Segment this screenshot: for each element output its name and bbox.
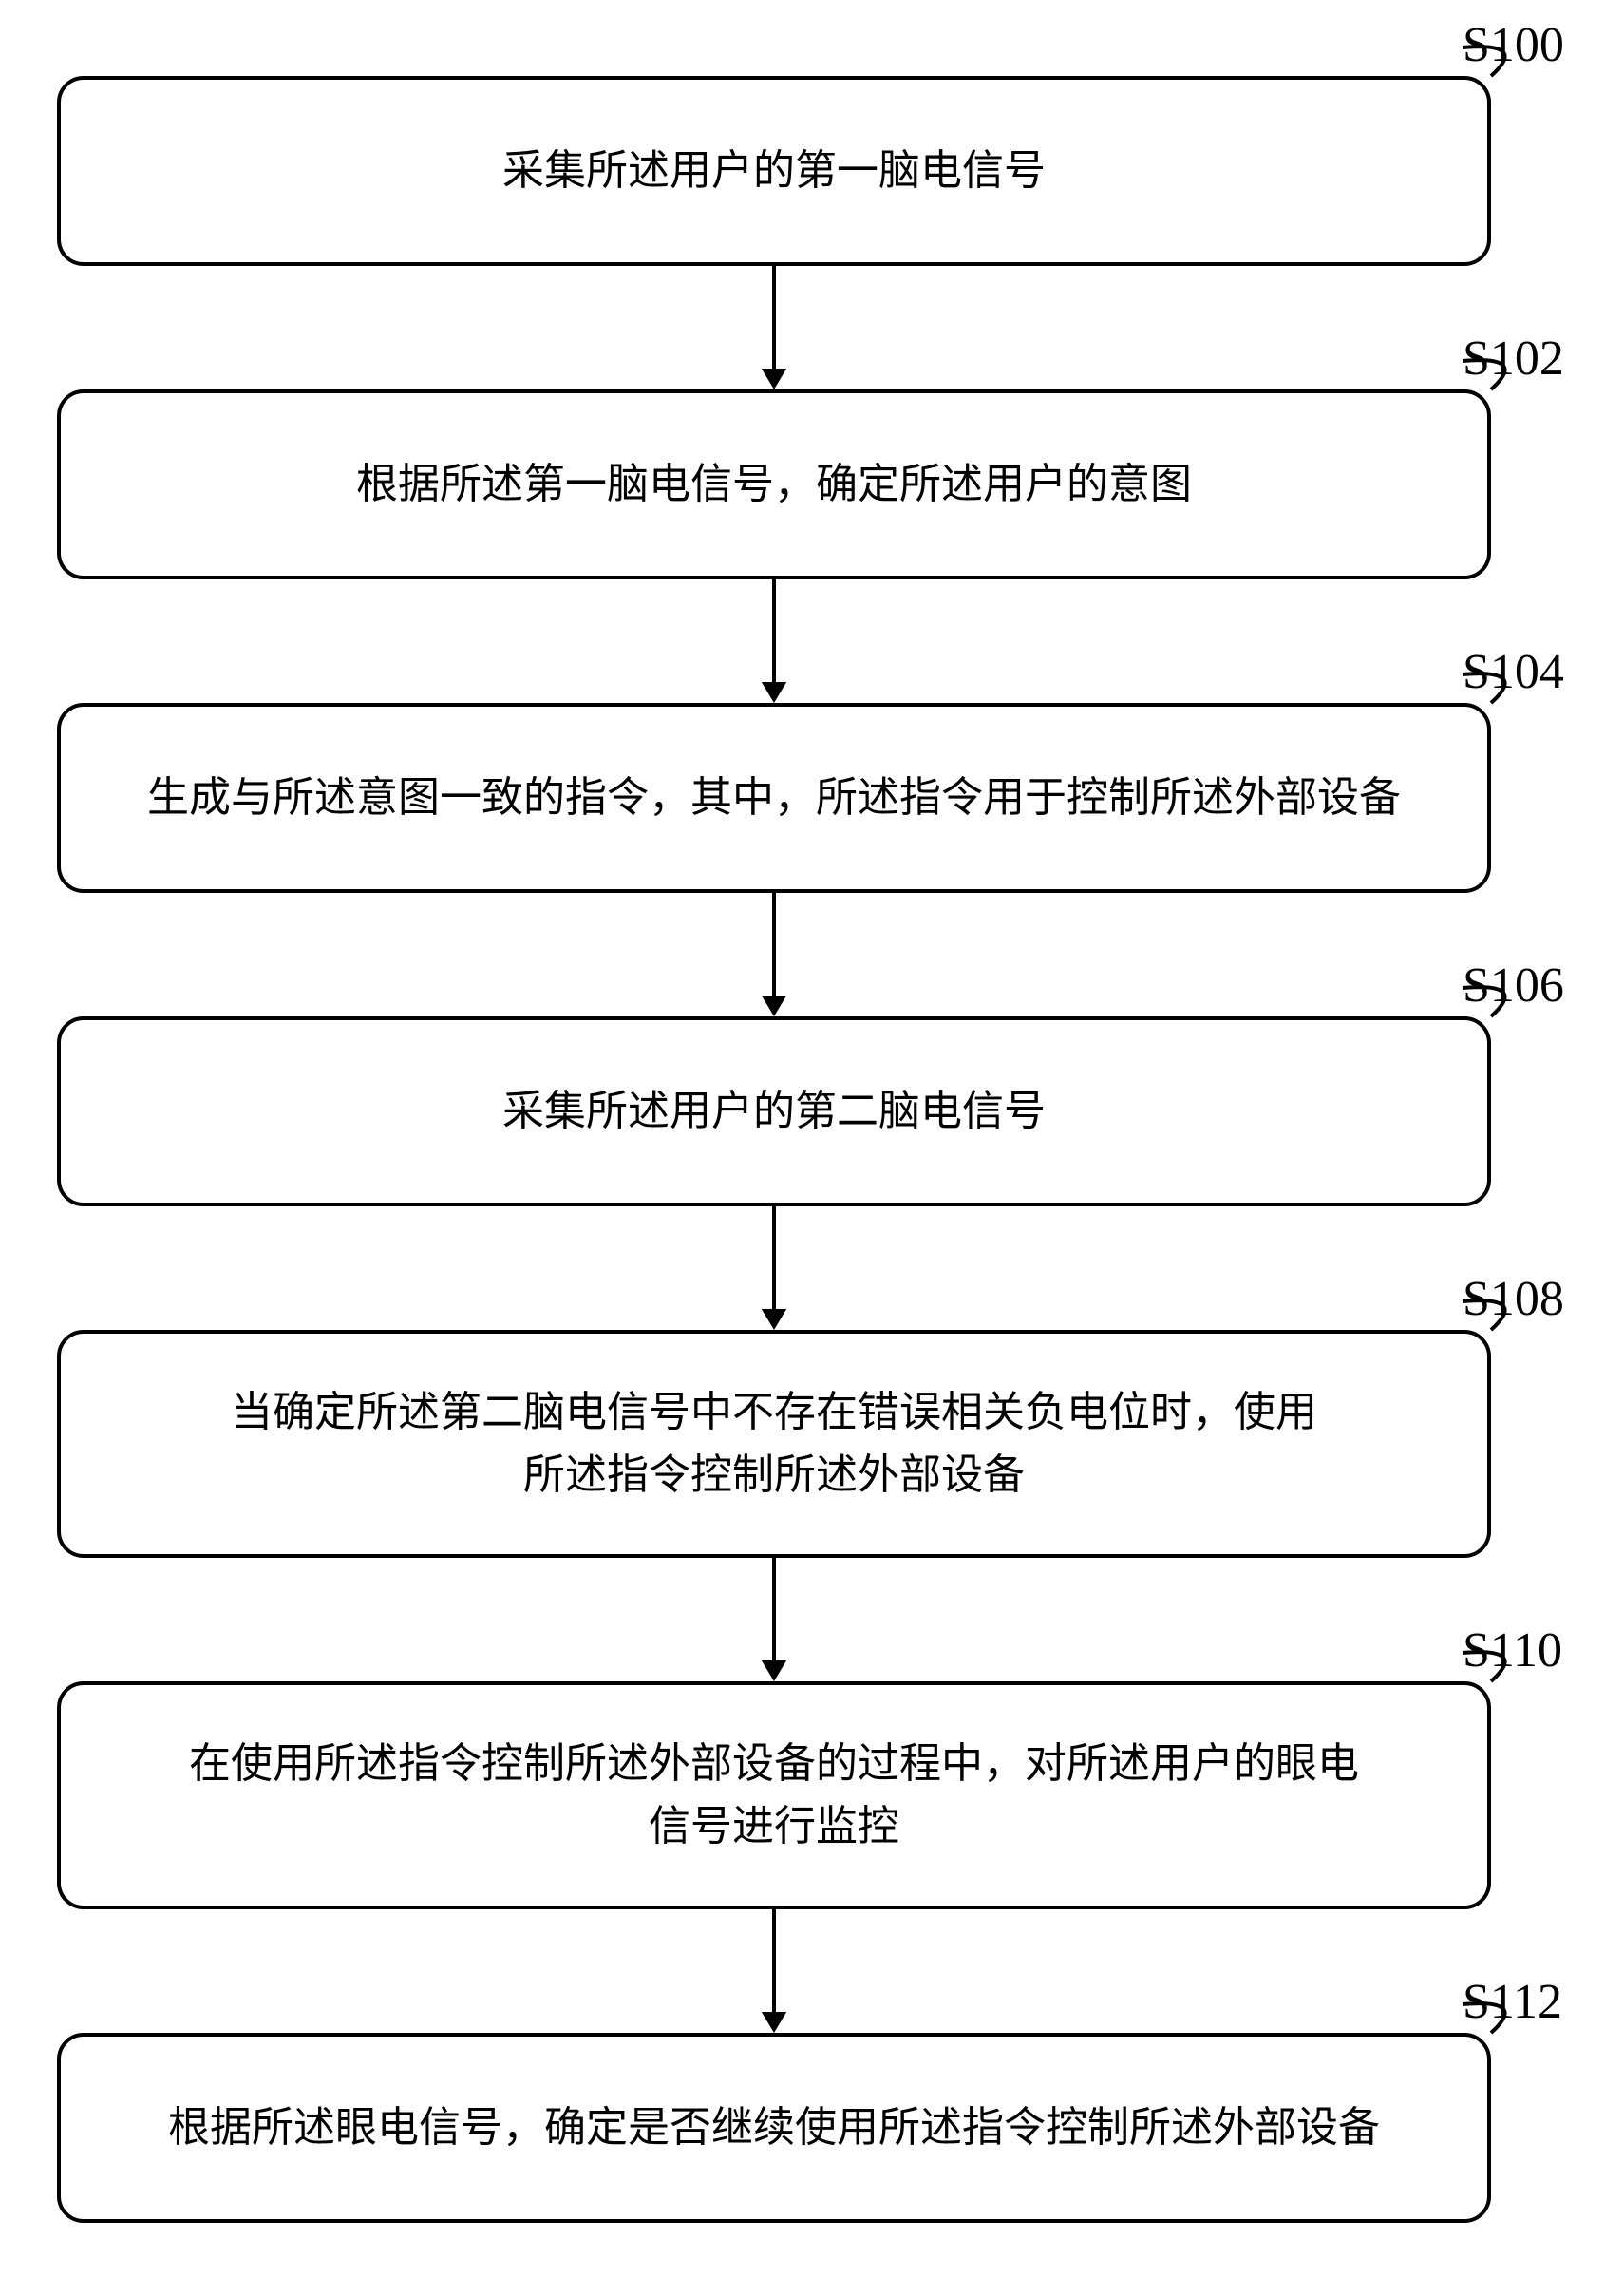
flow-node-text: 生成与所述意图一致的指令，其中，所述指令用于控制所述外部设备 — [147, 767, 1401, 829]
step-label-s108: S108 — [1463, 1271, 1564, 1327]
flow-node-text: 采集所述用户的第二脑电信号 — [502, 1080, 1046, 1143]
flow-node-text: 在使用所述指令控制所述外部设备的过程中，对所述用户的眼电 信号进行监控 — [189, 1733, 1359, 1858]
flow-node-s108: 当确定所述第二脑电信号中不存在错误相关负电位时，使用 所述指令控制所述外部设备 — [57, 1330, 1491, 1558]
flow-node-s110: 在使用所述指令控制所述外部设备的过程中，对所述用户的眼电 信号进行监控 — [57, 1681, 1491, 1909]
arrow-s106-s108 — [749, 1206, 799, 1330]
step-label-s112: S112 — [1463, 1974, 1562, 2030]
flow-node-s104: 生成与所述意图一致的指令，其中，所述指令用于控制所述外部设备 — [57, 703, 1491, 893]
step-label-s106: S106 — [1463, 958, 1564, 1014]
arrow-s108-s110 — [749, 1558, 799, 1681]
flow-node-text: 根据所述第一脑电信号，确定所述用户的意图 — [356, 453, 1192, 516]
arrow-s102-s104 — [749, 579, 799, 703]
flow-node-text: 根据所述眼电信号，确定是否继续使用所述指令控制所述外部设备 — [168, 2096, 1380, 2159]
step-label-s104: S104 — [1463, 644, 1564, 700]
arrow-s104-s106 — [749, 893, 799, 1016]
arrow-s110-s112 — [749, 1909, 799, 2033]
flow-node-s102: 根据所述第一脑电信号，确定所述用户的意图 — [57, 389, 1491, 579]
step-label-s100: S100 — [1463, 17, 1564, 73]
arrow-s100-s102 — [749, 266, 799, 389]
flow-node-text: 采集所述用户的第一脑电信号 — [502, 140, 1046, 202]
flow-node-text: 当确定所述第二脑电信号中不存在错误相关负电位时，使用 所述指令控制所述外部设备 — [231, 1381, 1317, 1507]
step-label-s102: S102 — [1463, 331, 1564, 387]
flow-node-s106: 采集所述用户的第二脑电信号 — [57, 1016, 1491, 1206]
step-label-s110: S110 — [1463, 1622, 1562, 1679]
flow-node-s100: 采集所述用户的第一脑电信号 — [57, 76, 1491, 266]
flow-node-s112: 根据所述眼电信号，确定是否继续使用所述指令控制所述外部设备 — [57, 2033, 1491, 2223]
flowchart-canvas: 采集所述用户的第一脑电信号 S100 根据所述第一脑电信号，确定所述用户的意图 S10… — [0, 0, 1624, 2276]
